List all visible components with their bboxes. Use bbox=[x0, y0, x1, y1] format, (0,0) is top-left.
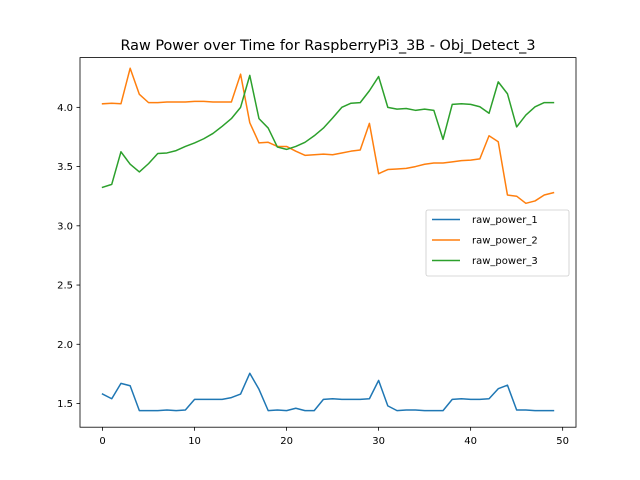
x-tick-label: 0 bbox=[99, 436, 105, 447]
x-tick-label: 20 bbox=[280, 436, 293, 447]
y-tick-label: 3.0 bbox=[57, 221, 73, 232]
x-tick-label: 50 bbox=[556, 436, 569, 447]
chart-title: Raw Power over Time for RaspberryPi3_3B … bbox=[120, 38, 535, 54]
series-line-raw-power-1 bbox=[101, 372, 555, 412]
legend-label-raw-power-1: raw_power_1 bbox=[472, 215, 538, 226]
y-tick-label: 3.5 bbox=[57, 162, 73, 173]
y-axis: 1.5 2.0 2.5 3.0 3.5 4.0 bbox=[57, 103, 80, 410]
x-tick-label: 40 bbox=[464, 436, 477, 447]
legend-label-raw-power-2: raw_power_2 bbox=[472, 236, 538, 247]
y-tick-label: 2.5 bbox=[57, 281, 73, 292]
series-line-raw-power-2 bbox=[101, 67, 555, 205]
y-tick-label: 4.0 bbox=[57, 103, 73, 114]
x-tick-label: 10 bbox=[188, 436, 201, 447]
y-tick-label: 1.5 bbox=[57, 399, 73, 410]
legend-label-raw-power-3: raw_power_3 bbox=[472, 256, 538, 267]
legend-box bbox=[425, 209, 570, 277]
series-lines bbox=[101, 67, 555, 412]
plot-frame bbox=[79, 57, 577, 428]
y-tick-label: 2.0 bbox=[57, 340, 73, 351]
x-axis: 0 10 20 30 40 50 bbox=[99, 427, 569, 447]
x-tick-label: 30 bbox=[372, 436, 385, 447]
series-line-raw-power-3 bbox=[101, 74, 555, 189]
legend: raw_power_1 raw_power_2 raw_power_3 bbox=[425, 209, 570, 277]
